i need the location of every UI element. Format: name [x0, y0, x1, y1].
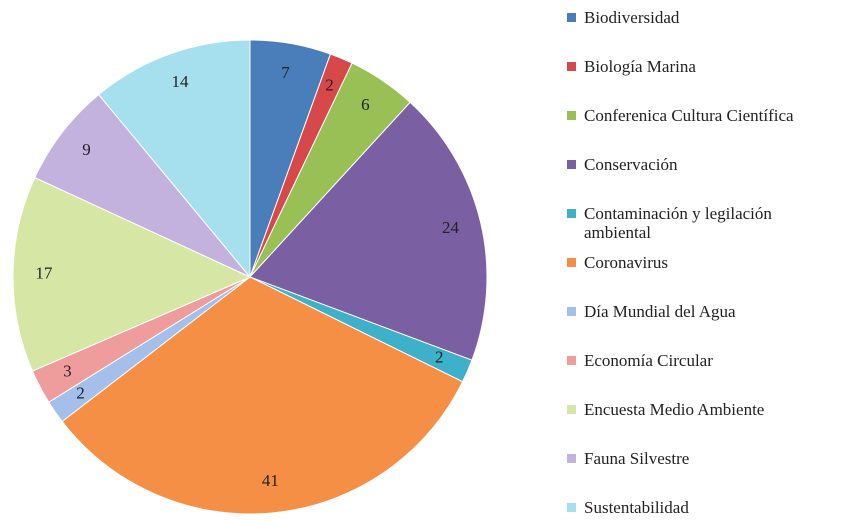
- legend-swatch: [567, 13, 576, 22]
- legend-swatch: [567, 454, 576, 463]
- legend-label: Fauna Silvestre: [584, 449, 690, 468]
- data-label: 24: [442, 218, 460, 237]
- data-label: 3: [63, 362, 72, 381]
- legend-swatch: [567, 503, 576, 512]
- legend-label: Conservación: [584, 155, 678, 174]
- legend-label: Biodiversidad: [584, 8, 680, 27]
- legend-label: Día Mundial del Agua: [584, 302, 736, 321]
- legend-item: Coronavirus: [567, 253, 837, 272]
- data-label: 9: [82, 140, 91, 159]
- pie-slice: [61, 276, 464, 515]
- data-label: 41: [262, 471, 279, 490]
- legend-swatch: [567, 307, 576, 316]
- legend-label: Contaminación y legilación ambiental: [584, 204, 772, 242]
- data-label: 17: [35, 263, 53, 282]
- legend-label: Economía Circular: [584, 351, 713, 370]
- legend-item: Encuesta Medio Ambiente: [567, 400, 837, 419]
- legend-swatch: [567, 111, 576, 120]
- legend-item: Fauna Silvestre: [567, 449, 837, 468]
- pie-slice: [34, 93, 251, 278]
- data-label: 2: [76, 383, 85, 402]
- legend-swatch: [567, 405, 576, 414]
- data-label: 2: [325, 76, 334, 95]
- legend-label: Sustentabilidad: [584, 498, 689, 517]
- legend-item: Sustentabilidad: [567, 498, 837, 517]
- legend-label: Conferenica Cultura Científica: [584, 106, 794, 125]
- legend-item: Día Mundial del Agua: [567, 302, 837, 321]
- data-label: 2: [435, 348, 444, 367]
- legend-swatch: [567, 62, 576, 71]
- legend-item: Biología Marina: [567, 57, 837, 76]
- legend-label: Coronavirus: [584, 253, 669, 272]
- legend-item: Economía Circular: [567, 351, 837, 370]
- legend-label: Encuesta Medio Ambiente: [584, 400, 765, 419]
- legend-swatch: [567, 258, 576, 267]
- legend-item: Biodiversidad: [567, 8, 837, 27]
- pie-slice: [97, 39, 251, 279]
- data-label: 14: [172, 72, 190, 91]
- legend-swatch: [567, 356, 576, 365]
- legend-item: Contaminación y legilación ambiental: [567, 204, 837, 242]
- legend-swatch: [567, 160, 576, 169]
- legend-label: Biología Marina: [584, 57, 696, 76]
- data-label: 6: [361, 95, 370, 114]
- legend-item: Conservación: [567, 155, 837, 174]
- data-label: 7: [281, 63, 290, 82]
- pie-slice: [12, 176, 252, 372]
- legend-item: Conferenica Cultura Científica: [567, 106, 837, 125]
- pie-slice: [249, 101, 488, 361]
- legend-swatch: [567, 209, 576, 218]
